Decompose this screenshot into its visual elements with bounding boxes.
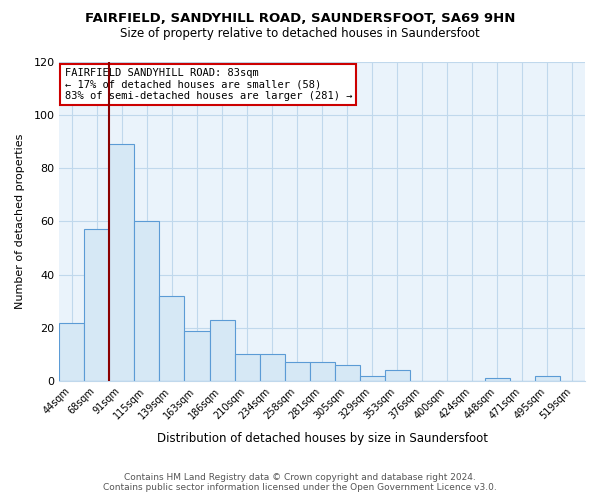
Bar <box>335 365 360 381</box>
Bar <box>184 330 209 381</box>
Text: FAIRFIELD, SANDYHILL ROAD, SAUNDERSFOOT, SA69 9HN: FAIRFIELD, SANDYHILL ROAD, SAUNDERSFOOT,… <box>85 12 515 26</box>
Bar <box>134 222 160 381</box>
Bar <box>209 320 235 381</box>
Text: FAIRFIELD SANDYHILL ROAD: 83sqm
← 17% of detached houses are smaller (58)
83% of: FAIRFIELD SANDYHILL ROAD: 83sqm ← 17% of… <box>65 68 352 101</box>
Bar <box>85 230 109 381</box>
Bar <box>485 378 510 381</box>
Bar <box>310 362 335 381</box>
Bar <box>235 354 260 381</box>
Bar <box>284 362 310 381</box>
Text: Contains HM Land Registry data © Crown copyright and database right 2024.
Contai: Contains HM Land Registry data © Crown c… <box>103 473 497 492</box>
Bar <box>160 296 184 381</box>
Bar <box>260 354 284 381</box>
Bar <box>109 144 134 381</box>
Y-axis label: Number of detached properties: Number of detached properties <box>15 134 25 309</box>
Bar <box>360 376 385 381</box>
Bar <box>59 322 85 381</box>
Text: Size of property relative to detached houses in Saundersfoot: Size of property relative to detached ho… <box>120 28 480 40</box>
Bar <box>535 376 560 381</box>
X-axis label: Distribution of detached houses by size in Saundersfoot: Distribution of detached houses by size … <box>157 432 488 445</box>
Bar <box>385 370 410 381</box>
